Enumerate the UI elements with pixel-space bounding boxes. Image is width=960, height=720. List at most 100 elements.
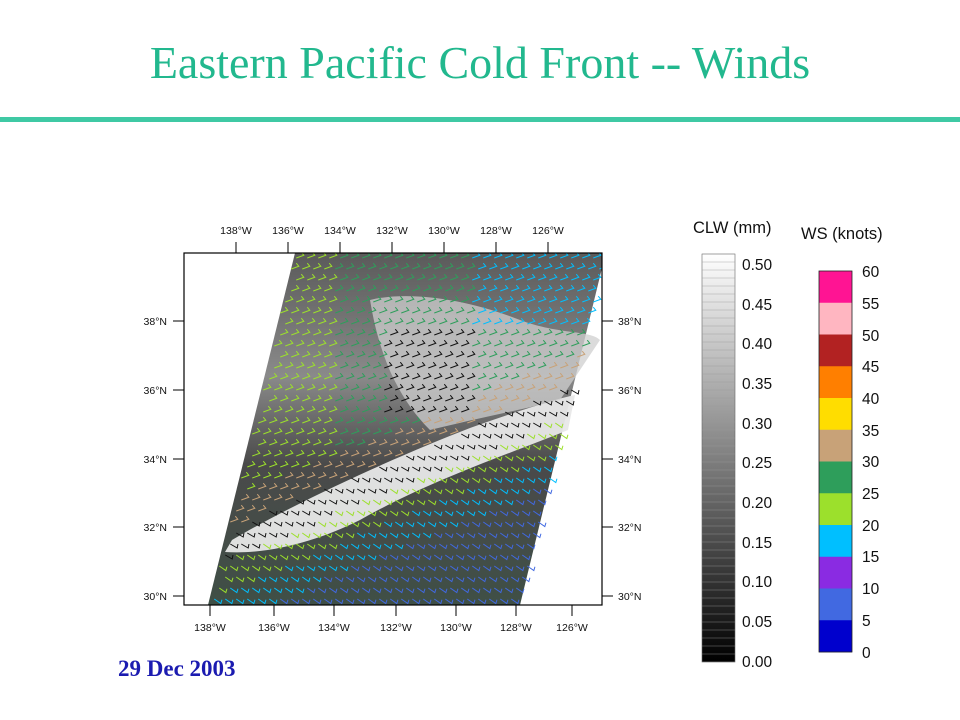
wind-barb xyxy=(533,262,542,270)
wind-barb xyxy=(379,372,388,380)
wind-barb xyxy=(361,587,371,594)
wind-barb xyxy=(235,554,245,561)
wind-barb xyxy=(456,284,465,292)
wind-barb xyxy=(444,488,454,495)
wind-barb xyxy=(400,532,410,539)
wind-barb xyxy=(516,433,525,439)
wind-barb xyxy=(427,565,437,572)
wind-barb xyxy=(434,394,443,402)
ws-color-swatch xyxy=(819,302,852,335)
wind-barb xyxy=(378,554,388,561)
wind-barb xyxy=(521,466,531,473)
wind-barb xyxy=(340,383,349,391)
wind-barb xyxy=(538,383,547,391)
wind-barb xyxy=(511,262,520,270)
wind-barb xyxy=(357,284,366,292)
wind-barb xyxy=(334,532,344,539)
wind-barb xyxy=(384,317,393,325)
wind-barb xyxy=(510,510,520,517)
wind-barb xyxy=(340,295,349,303)
lon-label-top: 138°W xyxy=(220,225,252,237)
wind-barb xyxy=(367,554,377,561)
wind-barb xyxy=(290,598,300,605)
wind-barb xyxy=(351,317,360,325)
wind-barb xyxy=(284,543,294,550)
wind-barb xyxy=(505,317,514,325)
wind-barb xyxy=(263,383,272,391)
wind-barb xyxy=(566,372,575,380)
clw-tick-label: 0.40 xyxy=(742,336,773,353)
wind-barb xyxy=(328,587,338,594)
wind-barb xyxy=(324,372,333,380)
wind-barb xyxy=(302,328,311,336)
wind-barb xyxy=(510,488,520,495)
wind-barb xyxy=(477,510,487,517)
wind-barb xyxy=(482,455,492,462)
wind-barb xyxy=(493,543,503,550)
wind-barb xyxy=(466,532,476,539)
wind-barb xyxy=(505,273,514,281)
wind-barb xyxy=(362,383,371,391)
wind-barb xyxy=(323,576,333,583)
clw-tick-label: 0.35 xyxy=(742,376,772,393)
wind-barb xyxy=(280,328,289,336)
wind-barb xyxy=(351,477,360,483)
date-label: 29 Dec 2003 xyxy=(118,656,236,681)
wind-barb xyxy=(433,532,443,539)
wind-barb xyxy=(483,405,492,413)
wind-barb xyxy=(280,532,289,538)
wind-barb xyxy=(461,361,470,369)
wind-barb xyxy=(527,273,536,281)
wind-barb xyxy=(494,295,503,303)
clw-tick-label: 0.15 xyxy=(742,535,772,552)
ws-tick-label: 60 xyxy=(862,264,880,281)
wind-barb xyxy=(428,361,437,369)
wind-barb xyxy=(357,460,366,468)
wind-barb xyxy=(533,400,542,406)
wind-barb xyxy=(527,317,536,325)
wind-barb xyxy=(577,350,586,358)
wind-barb xyxy=(499,598,509,605)
wind-barb xyxy=(488,466,498,473)
wind-barb xyxy=(511,422,520,428)
wind-barb xyxy=(405,543,415,550)
wind-barb xyxy=(423,394,432,402)
slide-title: Eastern Pacific Cold Front -- Winds xyxy=(149,37,811,88)
wind-barb xyxy=(422,576,432,583)
wind-barb xyxy=(335,394,344,402)
wind-barb xyxy=(389,554,399,561)
wind-barb xyxy=(416,587,426,594)
wind-barb xyxy=(318,339,327,347)
wind-barb xyxy=(522,350,531,358)
wind-barb xyxy=(516,383,525,391)
wind-barb xyxy=(450,405,459,413)
wind-barb xyxy=(466,554,476,561)
wind-barb xyxy=(494,273,503,281)
wind-barb xyxy=(339,543,349,550)
wind-barb xyxy=(444,466,454,473)
wind-barb xyxy=(329,361,338,369)
wind-barb xyxy=(367,510,377,517)
lon-label-top: 132°W xyxy=(376,225,408,237)
wind-barb xyxy=(428,405,437,413)
wind-barb xyxy=(527,339,536,347)
wind-barb xyxy=(362,295,371,303)
wind-barb xyxy=(395,317,404,325)
wind-barb xyxy=(357,350,366,358)
wind-barb xyxy=(467,372,476,380)
wind-barb xyxy=(577,328,586,336)
wind-barb xyxy=(274,493,283,501)
lat-label-right: 34°N xyxy=(618,454,641,466)
wind-barb xyxy=(483,361,492,369)
ws-tick-label: 15 xyxy=(862,549,879,566)
ws-color-swatch xyxy=(819,271,852,304)
wind-barb xyxy=(335,262,344,270)
wind-barb xyxy=(285,339,294,347)
ws-tick-label: 30 xyxy=(862,454,880,471)
wind-barb xyxy=(291,416,300,424)
wind-barb xyxy=(439,383,448,391)
wind-barb xyxy=(406,339,415,347)
wind-barb xyxy=(394,587,404,594)
wind-barb xyxy=(383,587,393,594)
wind-barb xyxy=(263,471,272,479)
